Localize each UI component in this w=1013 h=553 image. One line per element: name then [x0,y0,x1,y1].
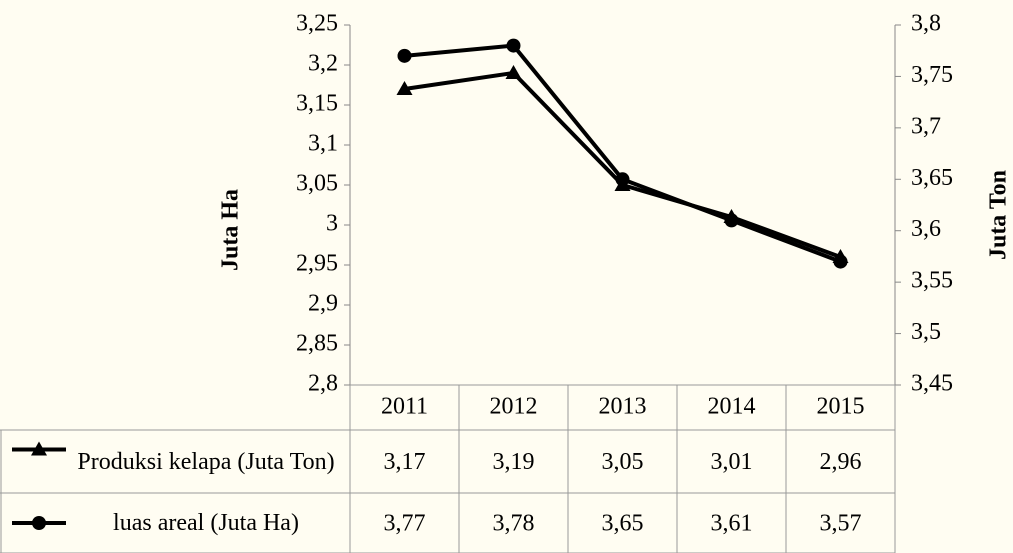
table-value: 3,19 [493,449,535,475]
y-tick-label: 2,9 [308,291,338,317]
marker [725,213,739,227]
y-tick-label: 3,2 [308,51,338,77]
marker [507,39,521,53]
y-axis-title: Juta Ha [218,189,244,271]
y2-tick-label: 3,7 [911,113,941,139]
legend-label-box: luas areal (Juta Ha) [66,495,346,551]
table-value: 3,17 [384,449,426,475]
chart: Juta Ha Juta Ton 2,8 2,85 2,9 2,95 3 3,05 3,1 3… [0,0,1013,553]
table-value: 2,96 [820,449,862,475]
y2-tick-label: 3,55 [911,268,953,294]
y-tick-label: 3 [326,211,338,237]
y-tick-label: 2,95 [296,251,338,277]
y2-tick-label: 3,5 [911,319,941,345]
y-tick-label: 2,8 [308,371,338,397]
y-tick-label: 3,05 [296,171,338,197]
legend-symbol [32,516,46,530]
y-tick-label: 3,1 [308,131,338,157]
legend-label-box: Produksi kelapa (Juta Ton) [66,432,346,491]
legend-label: Produksi kelapa (Juta Ton) [66,432,346,491]
y2-tick-label: 3,6 [911,216,941,242]
y-tick-label: 2,85 [296,331,338,357]
table-value: 3,77 [384,511,426,537]
table-value: 3,61 [711,511,753,537]
x-tick-label: 2014 [708,394,756,420]
x-tick-label: 2011 [381,394,428,420]
x-tick-label: 2013 [599,394,647,420]
y-tick-label: 3,15 [296,91,338,117]
table-value: 3,65 [602,511,644,537]
y-tick-label: 3,25 [296,11,338,37]
x-tick-label: 2012 [490,394,538,420]
legend-marker [32,516,46,530]
table-value: 3,01 [711,449,753,475]
y2-tick-label: 3,65 [911,165,953,191]
x-tick-label: 2015 [817,394,865,420]
marker [834,255,848,269]
y2-tick-label: 3,45 [911,371,953,397]
marker [398,49,412,63]
legend-label: luas areal (Juta Ha) [66,495,346,551]
y2-axis-title: Juta Ton [986,170,1012,260]
table-value: 3,78 [493,511,535,537]
y2-tick-label: 3,8 [911,11,941,37]
table-value: 3,57 [820,511,862,537]
marker [616,172,630,186]
y2-tick-label: 3,75 [911,62,953,88]
table-value: 3,05 [602,449,644,475]
